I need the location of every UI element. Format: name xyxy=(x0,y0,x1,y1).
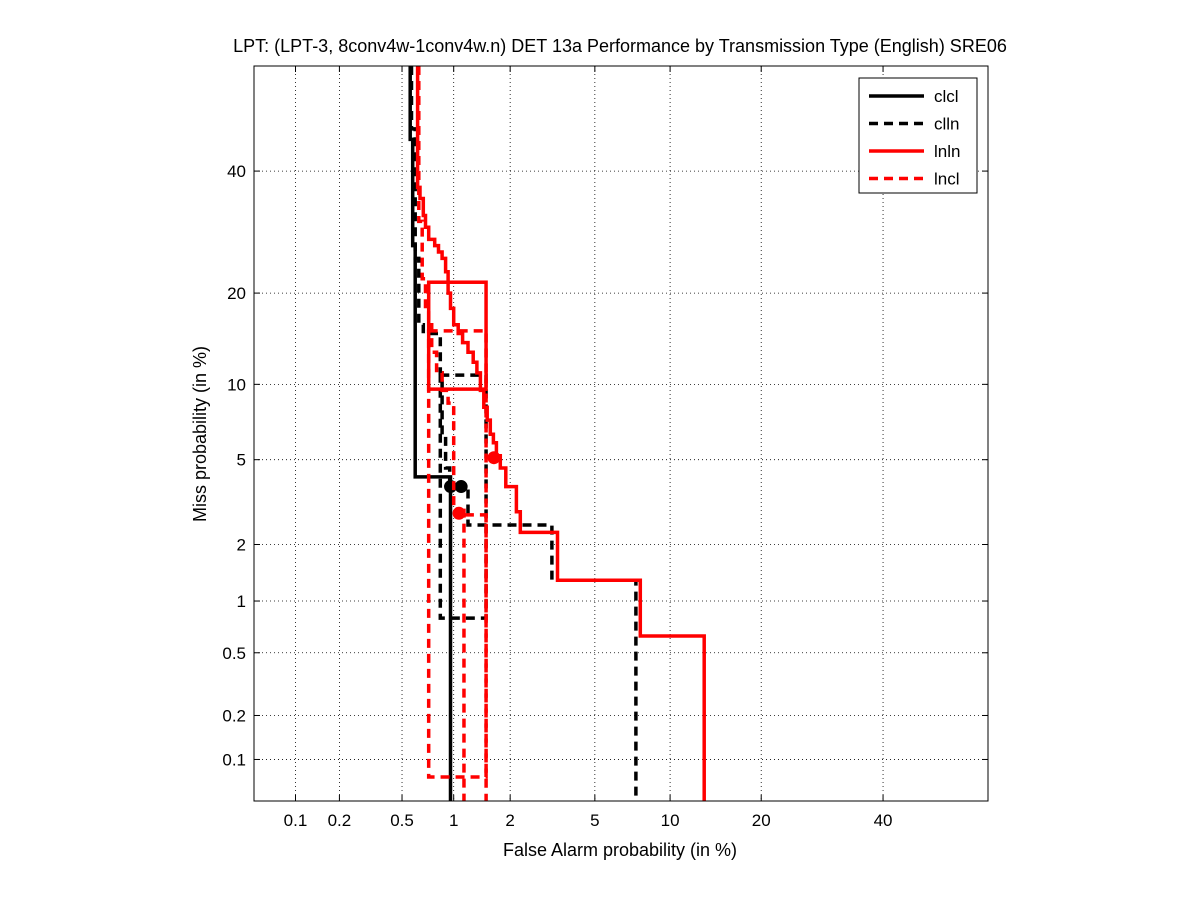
x-tick-label: 1 xyxy=(449,811,458,830)
series-clln-box xyxy=(438,373,488,620)
y-tick-label: 0.2 xyxy=(222,706,246,725)
x-tick-label: 5 xyxy=(590,811,599,830)
series-lnln-marker xyxy=(487,451,501,465)
y-axis-label: Miss probability (in %) xyxy=(190,346,210,522)
y-tick-label: 1 xyxy=(237,592,246,611)
chart-title: LPT: (LPT-3, 8conv4w-1conv4w.n) DET 13a … xyxy=(233,36,1007,56)
legend-label-clln: clln xyxy=(934,115,960,134)
y-tick-label: 0.5 xyxy=(222,644,246,663)
x-tick-label: 0.2 xyxy=(328,811,352,830)
series-group xyxy=(408,66,706,801)
y-tick-label: 0.1 xyxy=(222,750,246,769)
series-clln-marker xyxy=(454,480,468,494)
legend-label-clcl: clcl xyxy=(934,87,959,106)
legend: clcl clln lnln lncl xyxy=(858,77,978,194)
x-axis-label: False Alarm probability (in %) xyxy=(503,840,737,860)
series-layer xyxy=(408,66,706,801)
y-tick-label: 2 xyxy=(237,535,246,554)
grid-lines xyxy=(254,66,988,801)
series-clln-line xyxy=(409,66,638,801)
x-tick-label: 0.5 xyxy=(390,811,414,830)
x-tick-labels: 0.1 0.2 0.5 1 2 5 10 20 40 xyxy=(284,811,893,830)
x-tick-label: 2 xyxy=(505,811,514,830)
series-lncl-box xyxy=(426,329,488,779)
axis-ticks xyxy=(254,66,988,801)
x-tick-label: 20 xyxy=(752,811,771,830)
y-tick-label: 10 xyxy=(227,375,246,394)
legend-label-lnln: lnln xyxy=(934,142,960,161)
x-tick-label: 0.1 xyxy=(284,811,308,830)
plot-area xyxy=(253,65,989,802)
legend-label-lncl: lncl xyxy=(934,170,960,189)
x-tick-label: 10 xyxy=(661,811,680,830)
y-tick-label: 20 xyxy=(227,284,246,303)
y-tick-labels: 0.1 0.2 0.5 1 2 5 10 20 40 xyxy=(222,162,246,769)
x-tick-label: 40 xyxy=(874,811,893,830)
y-tick-label: 5 xyxy=(237,451,246,470)
series-lncl-marker xyxy=(452,506,466,520)
y-tick-label: 40 xyxy=(227,162,246,181)
series-lnln-line xyxy=(415,66,706,801)
